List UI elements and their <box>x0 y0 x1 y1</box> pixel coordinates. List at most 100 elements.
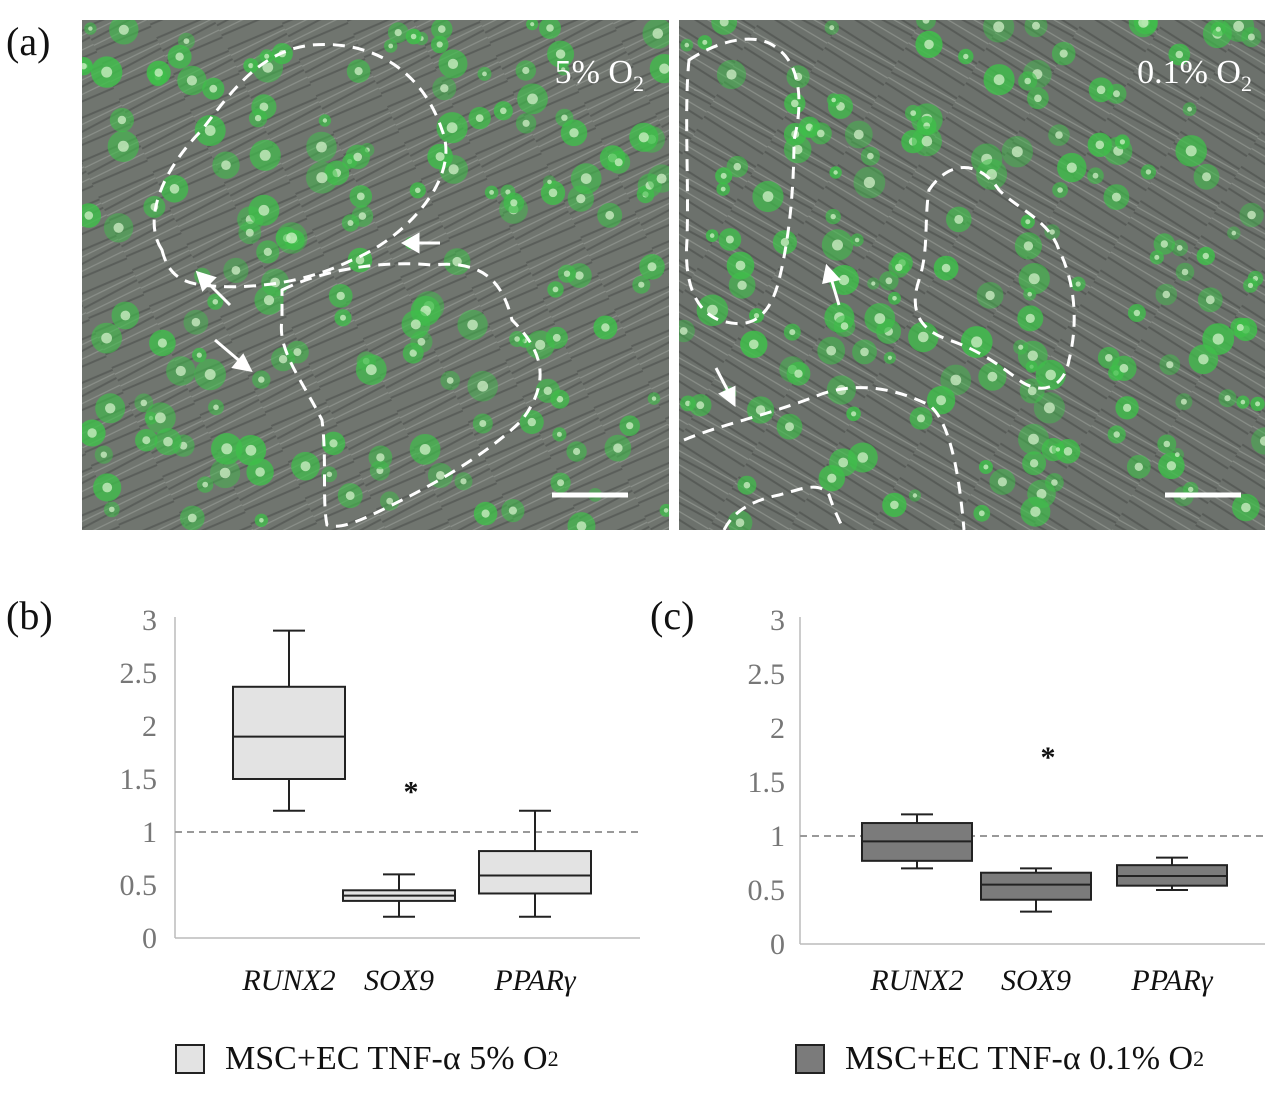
cell-nucleus <box>887 355 892 360</box>
condition-label-5pct: 5% O2 <box>554 54 644 96</box>
cell-nucleus <box>794 369 803 378</box>
cell-nucleus <box>733 162 742 171</box>
cell-nucleus <box>386 497 394 505</box>
cell-nucleus <box>696 401 705 410</box>
cell-nucleus <box>1259 436 1265 446</box>
box-plot-b: 0 0.5 1 1.5 2 2.5 3 RUNX2 SOX9 PPARγ * <box>120 604 640 997</box>
cell-nucleus <box>1063 447 1073 456</box>
cell-nucleus <box>832 239 843 251</box>
cell-nucleus <box>647 262 657 272</box>
cell-nucleus <box>1096 85 1106 95</box>
cell-nucleus <box>702 39 708 45</box>
cell-nucleus <box>1024 77 1031 85</box>
cell-nucleus <box>394 29 402 37</box>
cell-nucleus <box>522 119 530 127</box>
cell-nucleus <box>186 75 197 86</box>
box-plots: 0 0.5 1 1.5 2 2.5 3 RUNX2 SOX9 PPARγ * 0 0.5 1 1.5 2 2.5… <box>120 604 1265 997</box>
cell-nucleus <box>743 481 751 489</box>
cell-nucleus <box>854 237 860 243</box>
panel-label-a: (a) <box>6 19 51 64</box>
cell-nucleus <box>1123 403 1132 412</box>
arrow-icon <box>195 232 440 373</box>
box-PPARγ <box>1116 856 1228 891</box>
cell-nucleus <box>535 339 546 350</box>
box-mark <box>980 871 1092 901</box>
cell-nucleus <box>997 477 1007 487</box>
micrograph-0.1pct-image <box>679 20 1265 530</box>
condition-label-0.1pct: 0.1% O2 <box>1137 54 1252 96</box>
cell-nucleus <box>100 451 107 458</box>
cell-nucleus <box>1034 94 1042 103</box>
cell-nucleus <box>332 168 342 178</box>
cell-nucleus <box>1215 26 1221 32</box>
cell-nucleus <box>255 467 265 477</box>
cell-nucleus <box>293 348 302 357</box>
cell-nucleus <box>264 53 270 59</box>
cell-nucleus <box>1032 21 1040 30</box>
cell-nucleus <box>557 479 565 487</box>
x-category-label: RUNX2 <box>241 964 335 997</box>
micrograph-5pct-image <box>82 20 669 530</box>
cell-nucleus <box>300 461 311 472</box>
cell-nucleus <box>254 114 262 122</box>
box-RUNX2 <box>861 813 973 870</box>
cell-nucleus <box>941 263 951 273</box>
cell-nucleus <box>1202 252 1209 260</box>
cell-nucleus <box>340 314 346 321</box>
cell-nucleus <box>1255 401 1261 407</box>
cell-nucleus <box>410 33 417 40</box>
cell-nucleus <box>1011 146 1023 158</box>
cell-nucleus <box>1188 486 1194 493</box>
cell-nucleus <box>735 260 746 271</box>
y-tick-label: 1.5 <box>748 766 786 799</box>
cell-nucleus <box>409 349 417 357</box>
cell-nucleus <box>1027 350 1038 361</box>
cell-nucleus <box>514 336 520 342</box>
cell-nucleus <box>885 277 893 285</box>
colony-outline-1 <box>152 42 448 289</box>
cell-nucleus <box>867 152 874 160</box>
cell-nucleus <box>1055 447 1061 452</box>
cell-nucleus <box>817 129 825 138</box>
colony-outline-2 <box>279 262 542 528</box>
significance-marker: * <box>404 776 419 809</box>
cell-nucleus <box>1145 169 1152 175</box>
cell-nucleus <box>985 290 995 301</box>
cell-nucleus <box>1241 502 1251 513</box>
cell-nucleus <box>489 190 494 195</box>
cell-nucleus <box>936 395 947 406</box>
cell-nucleus <box>316 172 328 184</box>
cell-nucleus <box>950 374 962 386</box>
cell-nucleus <box>175 365 186 377</box>
cell-nucleus <box>1154 254 1160 260</box>
cell-nucleus <box>1027 386 1037 396</box>
cell-nucleus <box>871 281 876 286</box>
cell-nucleus <box>510 199 518 207</box>
cell-nucleus <box>1028 433 1039 445</box>
y-tick-label: 1 <box>770 820 785 853</box>
cell-nucleus <box>259 518 264 523</box>
cell-nucleus <box>954 214 964 224</box>
cell-nucleus <box>221 443 233 455</box>
cell-nucleus <box>1247 210 1256 220</box>
cell-nucleus <box>446 122 458 134</box>
y-tick-label: 0.5 <box>120 869 158 902</box>
y-tick-label: 3 <box>142 604 157 637</box>
cell-nucleus <box>1181 268 1189 276</box>
cell-nucleus <box>556 431 562 437</box>
cell-nucleus <box>605 210 615 220</box>
cell-nucleus <box>1028 273 1040 285</box>
cell-nucleus <box>248 63 254 69</box>
cell-nucleus <box>1202 172 1211 182</box>
cell-nucleus <box>1233 20 1244 32</box>
cell-blob <box>1251 427 1265 455</box>
panel-label-c: (c) <box>650 593 695 638</box>
cell-nucleus <box>355 255 365 265</box>
cell-nucleus <box>1029 459 1039 468</box>
cell-nucleus <box>993 74 1005 86</box>
cell-nucleus <box>851 411 857 417</box>
cell-nucleus <box>354 67 363 76</box>
cell-nucleus <box>522 66 530 75</box>
cell-nucleus <box>1198 354 1209 365</box>
cell-nucleus <box>1113 431 1120 438</box>
